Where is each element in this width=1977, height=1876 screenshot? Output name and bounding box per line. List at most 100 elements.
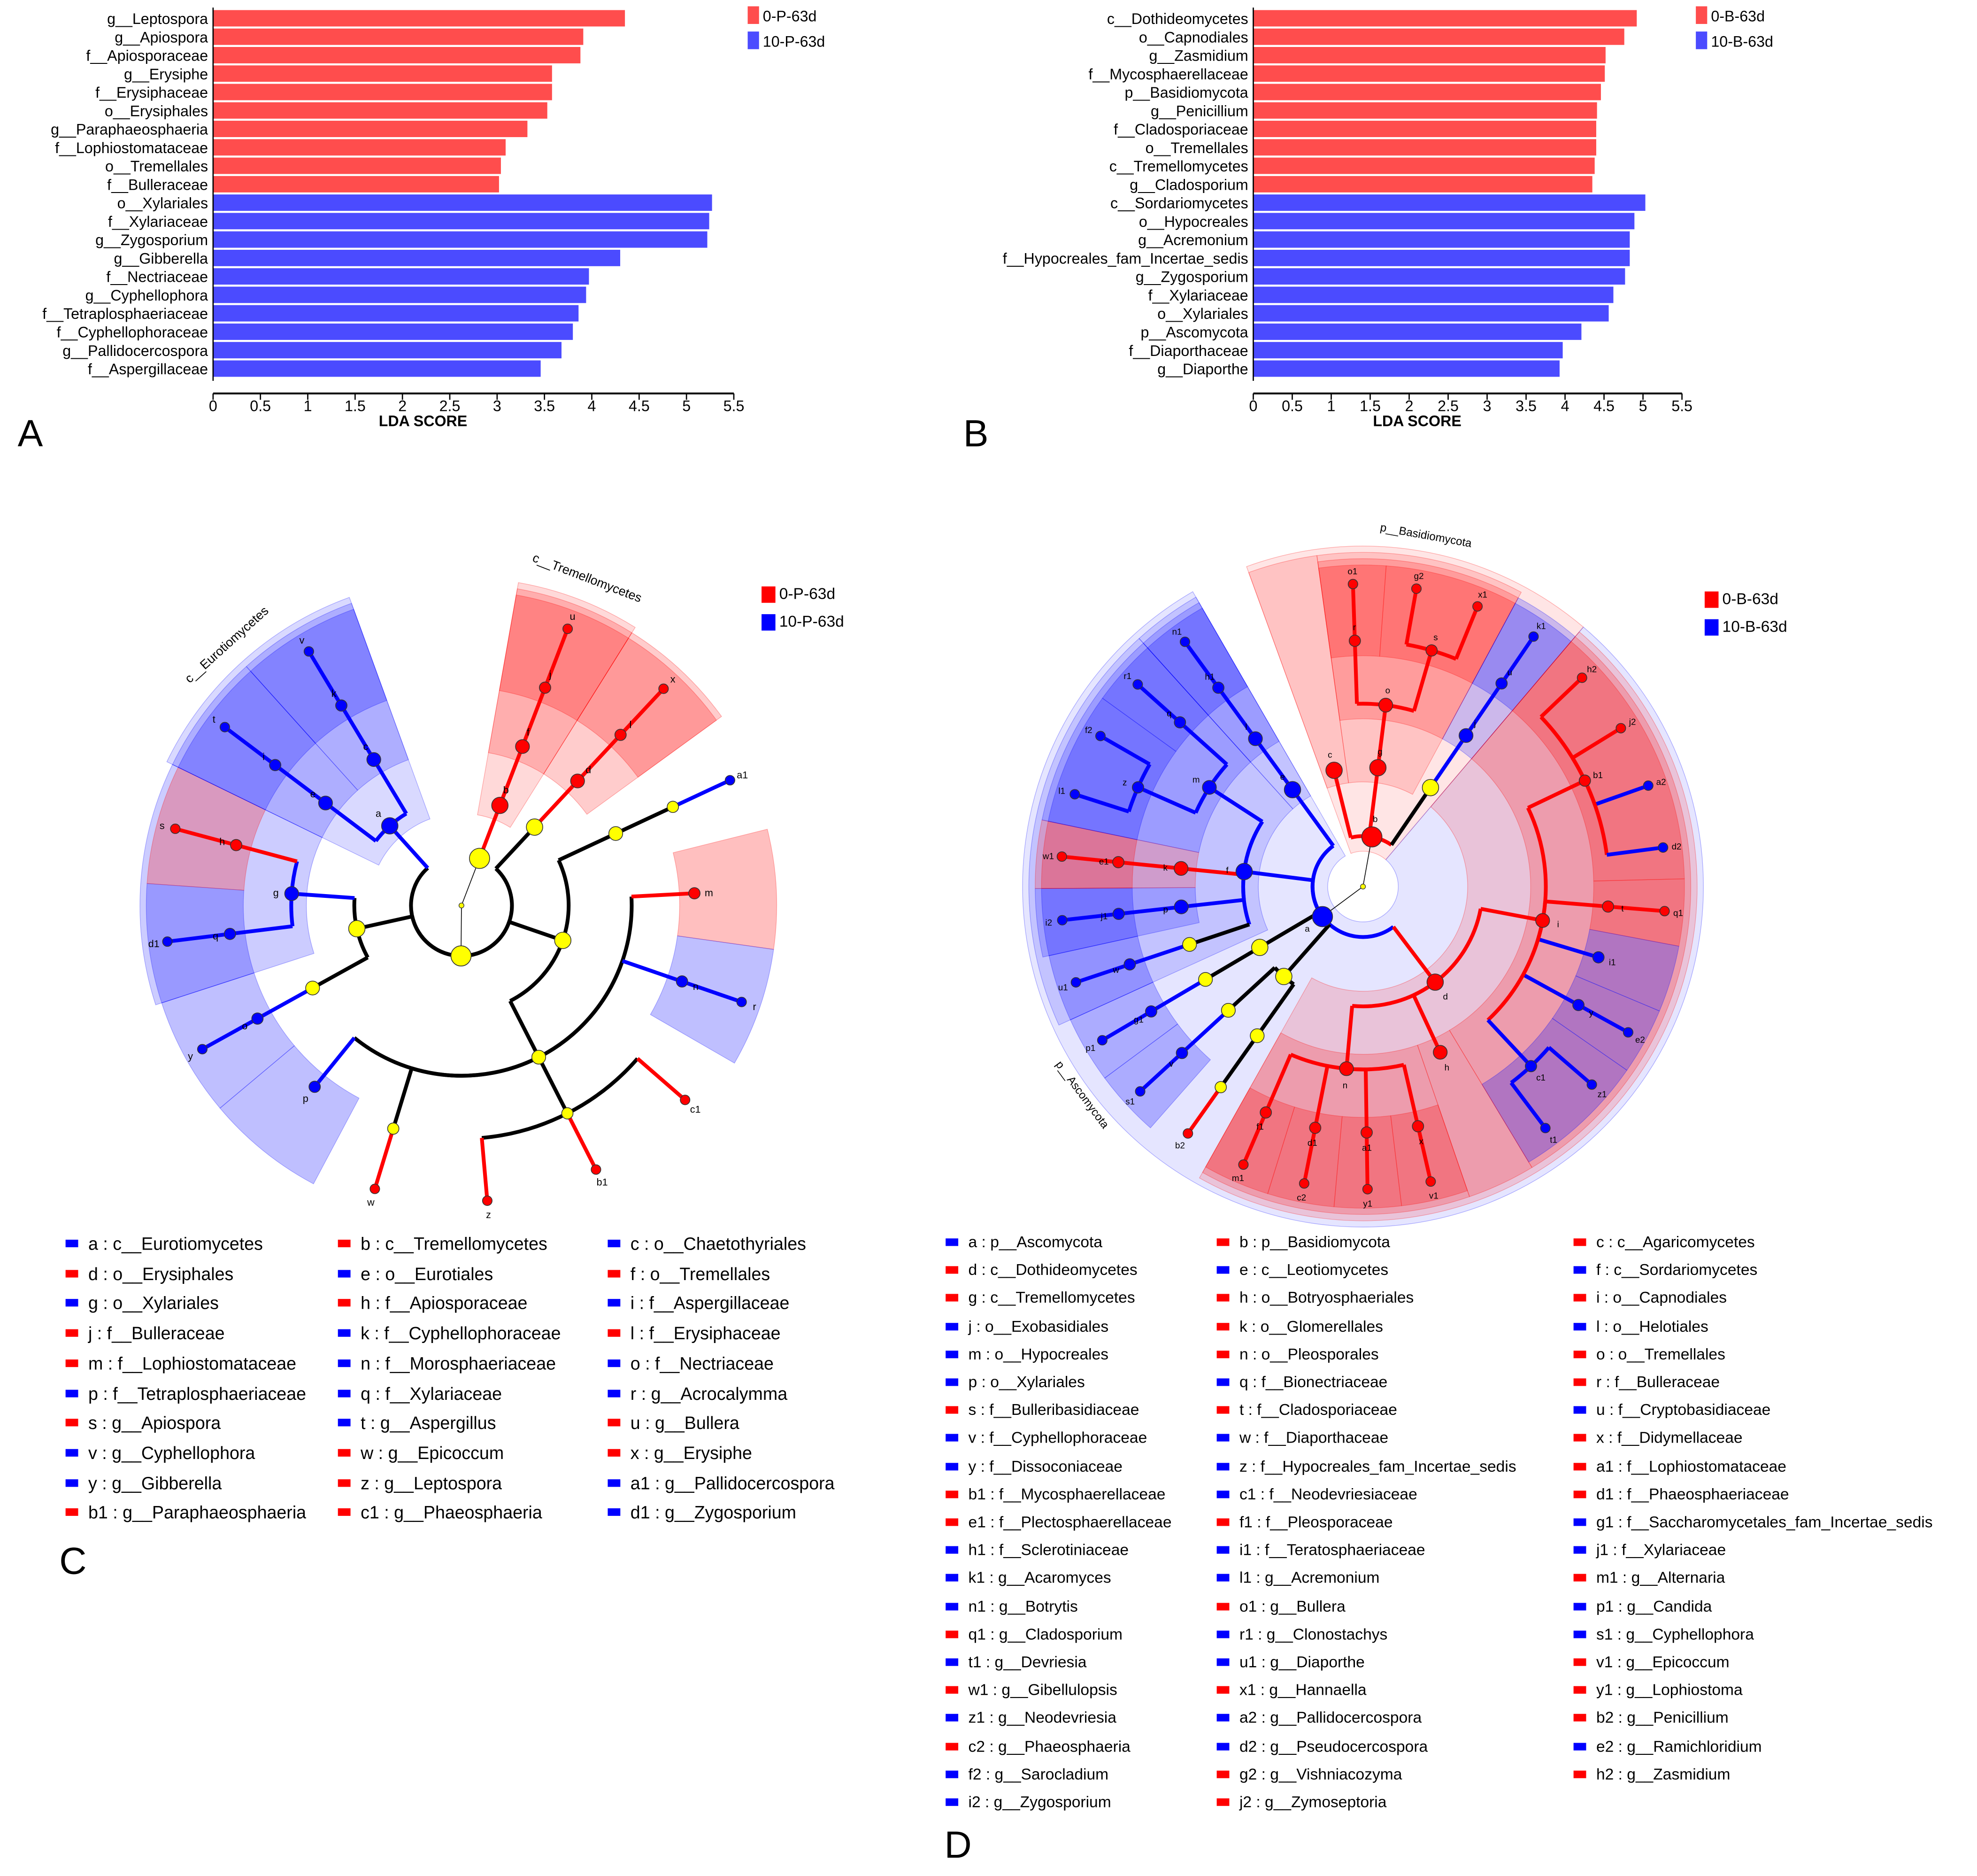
branch — [1254, 737, 1294, 791]
branch — [1571, 726, 1622, 760]
bar-label: p__Ascomycota — [1141, 324, 1248, 341]
taxon-letter: s — [160, 820, 165, 831]
clade-highlight — [1481, 1018, 1628, 1163]
legend-marker — [1216, 1406, 1230, 1414]
legend-marker — [1216, 1350, 1230, 1358]
bar — [213, 360, 541, 377]
taxon-node — [1056, 851, 1067, 862]
clade-highlight — [1041, 821, 1138, 889]
bar-label: f__Mycosphaerellaceae — [1088, 66, 1248, 83]
taxon-letter: j — [549, 669, 552, 680]
taxon-node — [1602, 900, 1614, 913]
legend-text: a : p__Ascomycota — [968, 1233, 1103, 1251]
bar-label: g__Cyphellophora — [85, 287, 208, 304]
taxon-letter: a1 — [737, 769, 748, 780]
legend-text: b : c__Tremellomycetes — [361, 1233, 547, 1254]
taxon-letter: n — [1343, 1080, 1347, 1090]
legend-marker — [946, 1742, 959, 1750]
taxa-legend-item: x : f__Didymellaceae — [1573, 1429, 1743, 1447]
branch — [235, 843, 298, 864]
legend-marker — [338, 1359, 351, 1367]
branch — [636, 1057, 686, 1102]
taxa-legend-item: i1 : f__Teratosphaeriaceae — [1216, 1541, 1425, 1559]
legend-text: j2 : g__Zymoseptoria — [1239, 1793, 1387, 1811]
taxon-node — [1540, 1123, 1551, 1134]
legend-text: o : o__Tremellales — [1596, 1345, 1725, 1363]
branch-arc — [557, 859, 571, 941]
legend-marker — [1573, 1378, 1586, 1386]
branch — [1608, 904, 1665, 913]
panel-label-c: C — [59, 1541, 87, 1583]
taxon-node — [1132, 679, 1143, 690]
bar — [1253, 47, 1606, 63]
taxon-letter: o — [242, 1020, 247, 1032]
bar-label: c__Sordariomycetes — [1110, 195, 1248, 212]
legend-marker — [1216, 1518, 1230, 1526]
branch — [1376, 705, 1388, 768]
taxon-node — [1658, 842, 1669, 853]
branch — [1244, 870, 1314, 882]
taxa-legend-item: g : o__Xylariales — [65, 1293, 219, 1313]
x-tick-label: 3.5 — [534, 398, 555, 415]
taxa-legend-item: u1 : g__Diaporthe — [1216, 1653, 1365, 1671]
bar-label: f__Bulleraceae — [107, 176, 208, 193]
branch — [1302, 1127, 1317, 1184]
branch — [681, 980, 742, 1004]
taxon-letter: k — [1163, 863, 1168, 872]
taxon-node — [1659, 906, 1670, 917]
branch — [1351, 584, 1357, 641]
taxon-letter: w — [367, 1197, 375, 1208]
bar — [213, 249, 621, 266]
taxa-legend-item: h2 : g__Zasmidium — [1573, 1765, 1731, 1783]
legend-marker — [65, 1239, 78, 1248]
taxon-letter: b — [1373, 814, 1377, 824]
taxa-legend-item: y : g__Gibberella — [65, 1472, 222, 1493]
legend-marker — [1573, 1630, 1586, 1638]
taxon-node — [1472, 601, 1483, 612]
clade-highlight — [1048, 935, 1154, 1020]
legend-marker — [1216, 1546, 1230, 1554]
clade-highlight — [139, 764, 323, 1005]
legend-marker — [338, 1479, 351, 1487]
legend-marker — [946, 1574, 959, 1582]
taxa-legend-item: c : c__Agaricomycetes — [1573, 1234, 1755, 1251]
bar — [1253, 286, 1614, 303]
branch-arc — [509, 940, 565, 1003]
taxon-letter: q1 — [1673, 908, 1683, 918]
taxon-letter: k — [331, 688, 337, 699]
taxa-legend-item: p1 : g__Candida — [1573, 1598, 1712, 1615]
legend-text: a1 : g__Pallidocercospora — [630, 1472, 835, 1493]
legend-marker — [946, 1798, 959, 1806]
taxa-legend-item: d1 : g__Zygosporium — [608, 1502, 796, 1522]
legend-text: f1 : f__Pleosporaceae — [1239, 1513, 1393, 1531]
legend-text: e : c__Leotiomycetes — [1239, 1261, 1389, 1279]
legend-text: j : f__Bulleraceae — [88, 1323, 225, 1343]
taxon-node — [381, 817, 399, 834]
legend-label: 10-B-63d — [1711, 33, 1773, 50]
legend-text: n : f__Morosphaeriaceae — [361, 1353, 556, 1374]
branch — [558, 832, 617, 862]
legend-text: i : o__Capnodiales — [1596, 1289, 1727, 1307]
taxon-letter: b — [503, 784, 509, 795]
branch — [1577, 1003, 1629, 1034]
taxon-letter: w1 — [1042, 851, 1054, 861]
legend-marker — [338, 1389, 351, 1397]
taxon-node — [366, 752, 381, 767]
panel-label-a: A — [17, 413, 43, 455]
clade-highlight — [146, 883, 254, 1004]
taxa-legend-item: s1 : g__Cyphellophora — [1573, 1625, 1754, 1643]
branch — [1075, 962, 1131, 984]
taxa-legend-item: c : o__Chaetothyriales — [608, 1234, 806, 1253]
branch — [1219, 1035, 1259, 1089]
taxa-legend-item: a : c__Eurotiomycetes — [65, 1234, 263, 1253]
legend-text: e1 : f__Plectosphaerellaceae — [968, 1513, 1172, 1531]
legend-text: y : g__Gibberella — [88, 1472, 222, 1493]
taxon-letter: e2 — [1635, 1035, 1645, 1044]
taxon-letter: d1 — [148, 938, 160, 950]
legend-text: h2 : g__Zasmidium — [1596, 1765, 1731, 1783]
legend-swatch — [1696, 6, 1708, 24]
bar-label: o__Tremellales — [1146, 139, 1248, 156]
branch — [1547, 1046, 1593, 1086]
bar-label: f__Cyphellophoraceae — [57, 324, 208, 341]
taxon-node — [450, 945, 472, 966]
